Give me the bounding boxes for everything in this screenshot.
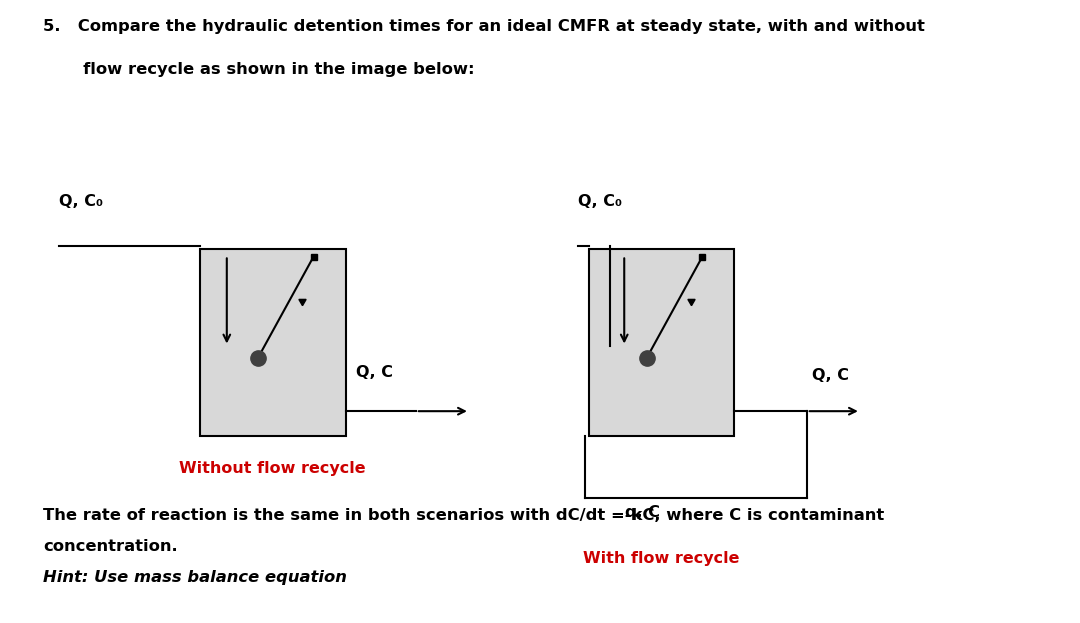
Text: q, C: q, C <box>625 505 660 520</box>
Text: Q, C: Q, C <box>356 365 393 380</box>
Text: flow recycle as shown in the image below:: flow recycle as shown in the image below… <box>43 62 475 77</box>
FancyBboxPatch shape <box>589 249 734 436</box>
Text: Q, C: Q, C <box>812 368 849 383</box>
FancyBboxPatch shape <box>200 249 346 436</box>
Text: concentration.: concentration. <box>43 539 178 554</box>
Text: Q, C₀: Q, C₀ <box>59 194 104 209</box>
Text: Without flow recycle: Without flow recycle <box>179 461 366 476</box>
Text: The rate of reaction is the same in both scenarios with dC/dt =-kC, where C is c: The rate of reaction is the same in both… <box>43 508 885 523</box>
Text: Q, C₀: Q, C₀ <box>578 194 622 209</box>
Text: Hint: Use mass balance equation: Hint: Use mass balance equation <box>43 570 347 585</box>
Text: 5.   Compare the hydraulic detention times for an ideal CMFR at steady state, wi: 5. Compare the hydraulic detention times… <box>43 19 926 34</box>
Text: With flow recycle: With flow recycle <box>583 551 740 566</box>
